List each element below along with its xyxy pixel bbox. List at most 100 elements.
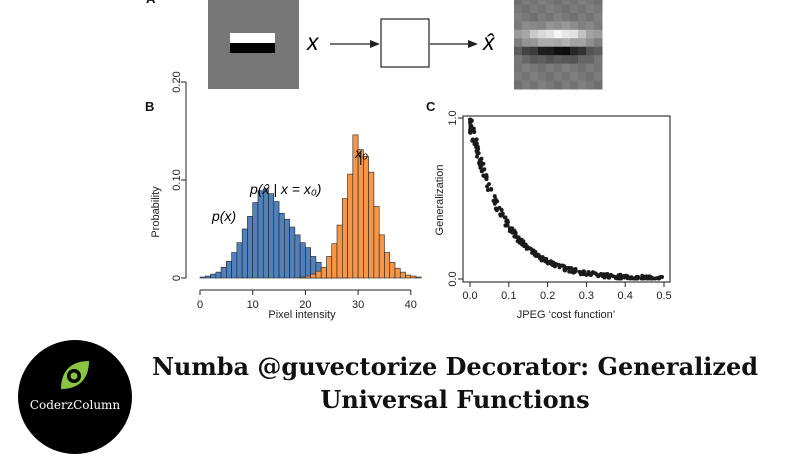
output-image-pixel — [594, 0, 603, 5]
histogram-bar-conditional — [310, 273, 317, 279]
histogram-bar-prior — [257, 190, 264, 279]
scatter-point — [497, 205, 502, 210]
panel-c-x-tick-label: 0.0 — [462, 290, 477, 302]
output-image-pixel — [594, 12, 603, 22]
output-image-pixel — [562, 12, 571, 22]
panel-c-ylabel: Generalization — [434, 165, 446, 236]
scatter-point — [507, 229, 512, 234]
output-image-pixel — [514, 46, 523, 56]
histogram-bar-conditional — [363, 156, 369, 279]
output-image-pixel — [578, 21, 587, 31]
output-image-pixel — [554, 55, 563, 65]
panel-b-letter: B — [145, 99, 154, 114]
histogram-bar-prior — [268, 193, 275, 279]
histogram-bar-prior — [284, 218, 290, 279]
histogram-bars — [199, 134, 422, 279]
output-image-pixel — [554, 29, 563, 39]
scatter-point — [475, 154, 480, 159]
output-image-pixel — [562, 80, 571, 90]
scatter-point — [557, 265, 562, 270]
scatter-point — [486, 182, 491, 187]
output-image-pixel — [570, 80, 579, 90]
output-image-pixel — [562, 29, 571, 39]
scatter-point — [468, 128, 473, 133]
scatter-point — [480, 168, 485, 173]
output-image-pixel — [538, 29, 547, 39]
panel-c-x-tick-label: 0.2 — [540, 290, 555, 302]
output-image-pixel — [562, 38, 571, 48]
histogram-bar-prior — [247, 215, 253, 279]
panel-a: A x x̂ — [146, 0, 603, 90]
histogram-bar-conditional — [305, 275, 311, 279]
scatter-point — [495, 199, 500, 204]
output-image-pixel — [514, 0, 523, 5]
scatter-point — [471, 126, 476, 131]
scatter-point — [567, 269, 572, 274]
panel-b-ylabel: Probability — [150, 186, 162, 238]
histogram-bar-prior — [199, 276, 206, 279]
scatter-point — [607, 275, 612, 280]
output-image-pixel — [578, 63, 587, 73]
output-arrowhead — [468, 40, 478, 48]
model-box — [380, 18, 430, 68]
output-image-pixel — [522, 12, 531, 22]
article-title-line-2: Universal Functions — [320, 385, 590, 414]
panel-a-letter: A — [146, 0, 156, 6]
output-image-pixel — [562, 55, 571, 65]
scatter-point — [538, 256, 543, 261]
output-image-pixel — [554, 4, 563, 14]
output-image-pixel — [586, 55, 595, 65]
scatter-point — [521, 239, 526, 244]
panel-b: B 0 10 20 30 40 0 0.10 0.20 Pixel intensity Pro… — [145, 71, 422, 321]
scatter-point — [494, 208, 499, 213]
output-image-pixel — [546, 46, 555, 56]
scatter-point — [511, 229, 516, 234]
scatter-point — [600, 273, 605, 278]
panel-b-x-tick-label: 20 — [299, 299, 311, 311]
histogram-bar-conditional — [341, 198, 348, 279]
histogram-bar-prior — [204, 275, 211, 279]
article-title: Numba @guvectorize Decorator: Generalize… — [140, 350, 770, 416]
scatter-point — [562, 264, 567, 269]
output-image-pixel — [546, 38, 555, 48]
panel-b-x-tick-label: 10 — [247, 299, 259, 311]
histogram-bar-prior — [278, 213, 285, 279]
output-image-pixel — [570, 38, 579, 48]
output-image-pixel — [554, 12, 563, 22]
leaf-icon — [61, 361, 89, 389]
output-image-pixel — [514, 38, 523, 48]
output-image-pixel — [522, 55, 531, 65]
scatter-point — [525, 246, 530, 251]
output-image-pixel — [570, 4, 579, 14]
scatter-point — [517, 237, 522, 242]
output-image-pixel — [538, 46, 547, 56]
output-image-pixel — [514, 12, 523, 22]
histogram-bar-conditional — [357, 149, 364, 279]
scatter-point — [498, 212, 503, 217]
output-image-pixel — [562, 72, 571, 82]
output-image-pixel — [530, 63, 539, 73]
panel-b-xlabel: Pixel intensity — [268, 309, 336, 321]
histogram-bar-prior — [210, 273, 217, 279]
output-image-pixel — [546, 12, 555, 22]
output-image-pixel — [538, 80, 547, 90]
output-image-pixel — [554, 46, 563, 56]
scatter-point — [503, 215, 508, 220]
scatter-point — [544, 257, 549, 262]
histogram-bar-conditional — [336, 224, 343, 279]
output-image-pixel — [522, 29, 531, 39]
panel-c-y-tick-label: 0.0 — [447, 271, 459, 286]
output-image-pixel — [594, 38, 603, 48]
output-image-pixel — [586, 12, 595, 22]
conditional-annotation: p(x̂ | x = x₀) — [249, 181, 321, 197]
scatter-point — [469, 119, 474, 124]
histogram-bar-conditional — [326, 256, 333, 279]
scatter-point — [589, 271, 594, 276]
output-image-pixel — [514, 21, 523, 31]
scatter-point — [505, 220, 510, 225]
histogram-bar-conditional — [405, 274, 412, 279]
scatter-point — [505, 223, 510, 228]
output-image-pixel — [586, 21, 595, 31]
output-image-pixel — [546, 21, 555, 31]
histogram-bar-prior — [289, 226, 296, 279]
